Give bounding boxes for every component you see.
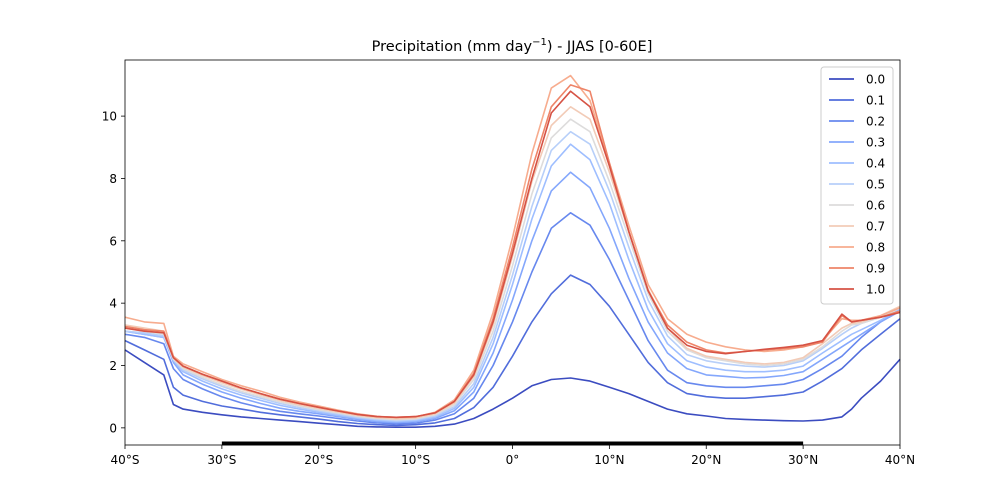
- chart-title-suffix: ) - JJAS [0-60E]: [547, 39, 653, 55]
- chart-title: Precipitation (mm day−1) - JJAS [0-60E]: [372, 37, 653, 55]
- x-tick-label: 40°S: [111, 453, 140, 467]
- series-line-0.4: [124, 143, 901, 423]
- legend-label-0.9: 0.9: [866, 262, 885, 276]
- x-tick-label: 20°S: [304, 453, 333, 467]
- x-tick-label: 30°S: [207, 453, 236, 467]
- series-line-0.5: [124, 130, 901, 422]
- y-tick-label: 2: [109, 359, 117, 373]
- legend-box: [820, 66, 894, 305]
- axes: 40°S 30°S 20°S 10°S 0° 10°N 20°N 30°N 40°N 0 2 4 6 8 1…: [102, 110, 915, 467]
- series-line-0.6: [124, 118, 901, 421]
- series-line-0.8: [124, 74, 901, 419]
- y-tick-label: 10: [102, 110, 117, 124]
- legend-label-0.7: 0.7: [866, 220, 885, 234]
- series-line-0.3: [124, 171, 901, 424]
- series-line-0.0: [124, 349, 901, 428]
- y-tick-label: 6: [109, 234, 117, 248]
- series-line-0.1: [124, 274, 901, 427]
- y-tick-label: 4: [109, 297, 117, 311]
- legend: 0.0 0.1 0.2 0.3 0.4 0.5 0.6 0.7 0.8 0.9 1.0: [820, 66, 894, 305]
- legend-label-0.1: 0.1: [866, 94, 885, 108]
- x-tick-label: 0°: [506, 453, 520, 467]
- chart-title-superscript: −1: [532, 37, 547, 48]
- legend-label-0.5: 0.5: [866, 178, 885, 192]
- chart-title-main: Precipitation (mm day: [372, 39, 533, 55]
- legend-label-0.8: 0.8: [866, 241, 885, 255]
- y-tick-label: 8: [109, 172, 117, 186]
- legend-label-0.6: 0.6: [866, 199, 885, 213]
- series-layer: [124, 74, 901, 428]
- y-tick-label: 0: [109, 421, 117, 435]
- series-line-1.0: [124, 90, 901, 419]
- legend-label-1.0: 1.0: [866, 283, 885, 297]
- series-line-0.2: [124, 212, 901, 425]
- x-tick-label: 20°N: [691, 453, 721, 467]
- series-line-0.7: [124, 106, 901, 420]
- legend-label-0.3: 0.3: [866, 136, 885, 150]
- x-tick-label: 30°N: [788, 453, 818, 467]
- legend-label-0.2: 0.2: [866, 115, 885, 129]
- x-tick-label: 40°N: [885, 453, 915, 467]
- legend-label-0.0: 0.0: [866, 73, 885, 87]
- legend-label-0.4: 0.4: [866, 157, 885, 171]
- x-tick-label: 10°S: [401, 453, 430, 467]
- x-tick-label: 10°N: [594, 453, 624, 467]
